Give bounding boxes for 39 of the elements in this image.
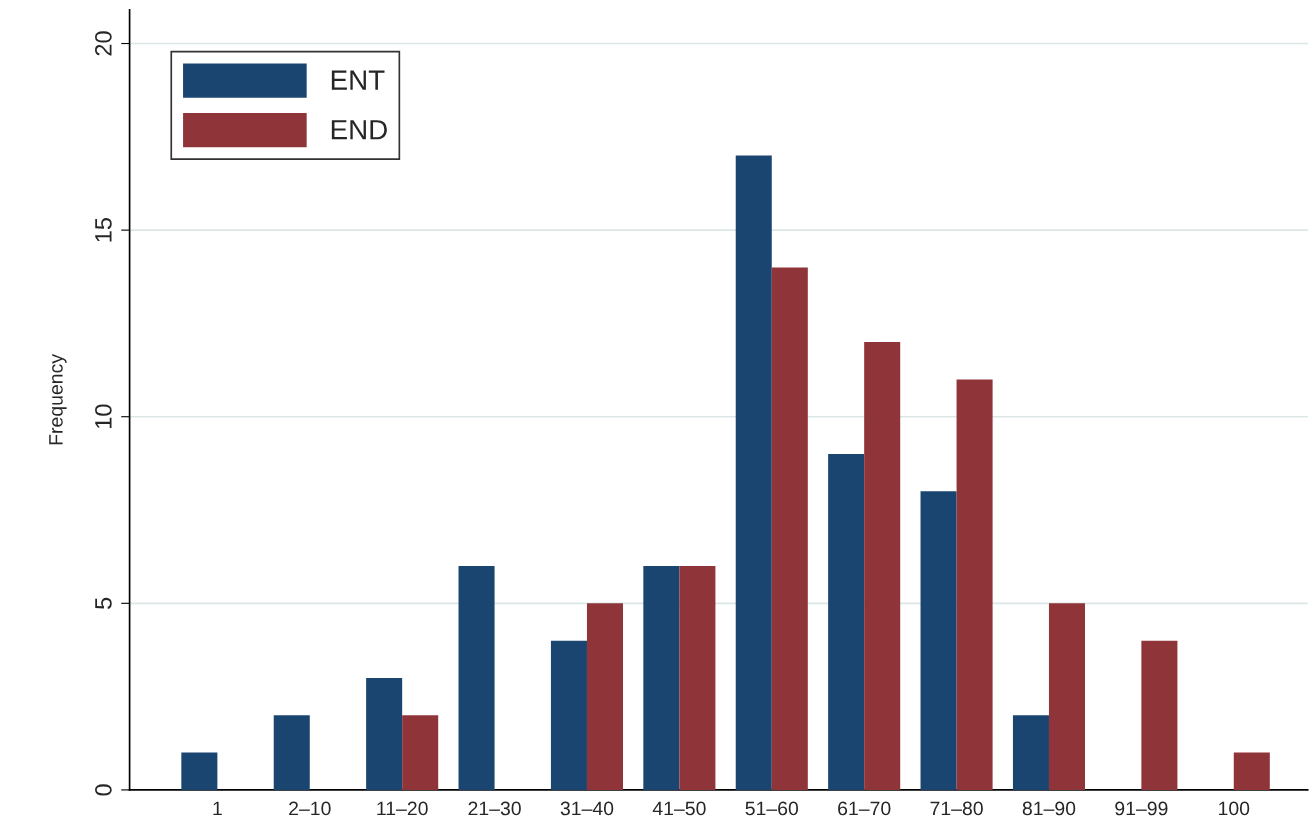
- x-tick-label: 2–10: [289, 801, 331, 816]
- bar: [458, 566, 495, 790]
- bar: [679, 566, 716, 790]
- bar: [735, 155, 772, 790]
- bar: [1233, 752, 1270, 790]
- bar: [828, 454, 865, 790]
- bar: [920, 491, 957, 790]
- bar: [586, 603, 624, 790]
- x-tick-label: 81–90: [1022, 801, 1076, 816]
- bar: [864, 342, 901, 790]
- bar: [550, 640, 587, 790]
- legend-label: END: [331, 120, 387, 140]
- bar: [366, 677, 403, 790]
- x-tick-label: 51–60: [745, 801, 799, 816]
- bar: [273, 715, 310, 790]
- bar: [1048, 603, 1086, 790]
- y-axis-title: Frequency: [49, 354, 67, 445]
- bar: [956, 379, 993, 790]
- bar: [402, 715, 439, 790]
- bar: [181, 752, 218, 790]
- y-tick-label: 15: [95, 217, 112, 242]
- x-tick-label: 91–99: [1115, 801, 1168, 816]
- bar: [771, 267, 808, 790]
- bar: [1012, 715, 1049, 790]
- x-tick-label: 61–70: [838, 801, 891, 816]
- x-tick-label: 21–30: [468, 801, 521, 816]
- x-tick-label: 100: [1219, 801, 1250, 816]
- x-tick-label: 31–40: [560, 801, 614, 816]
- x-tick-label: 41–50: [652, 801, 706, 816]
- legend-label: ENT: [331, 70, 385, 90]
- bar: [643, 566, 680, 790]
- y-tick-label: 10: [95, 404, 112, 429]
- y-tick-label: 5: [95, 597, 112, 609]
- x-tick-label: 11–20: [377, 801, 428, 816]
- y-tick-label: 0: [95, 784, 112, 796]
- x-tick-label: 1: [213, 801, 222, 816]
- bar: [1141, 640, 1178, 790]
- y-tick-label: 20: [95, 31, 112, 56]
- x-tick-label: 71–80: [930, 801, 983, 816]
